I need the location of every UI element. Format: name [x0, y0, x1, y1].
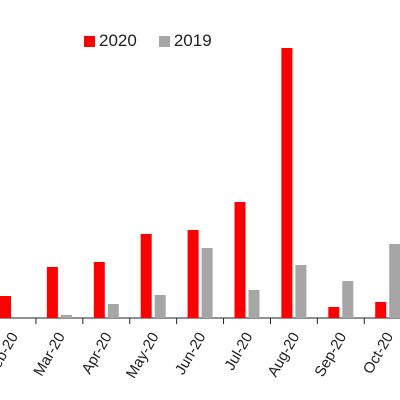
x-tick-label-Jun-20: Jun-20: [172, 330, 210, 378]
bar-2019-Jun-20: [201, 248, 213, 318]
legend-item-2019: 2019: [158, 31, 212, 51]
x-tick-label-Apr-20: Apr-20: [79, 330, 116, 377]
bar-2020-Jul-20: [234, 202, 246, 318]
bar-2019-Oct-20: [389, 244, 400, 318]
bar-2019-Apr-20: [107, 304, 119, 318]
bar-2019-Sep-20: [342, 281, 354, 318]
bar-2020-Mar-20: [46, 267, 58, 318]
bar-2020-May-20: [140, 234, 152, 318]
bar-2019-Aug-20: [295, 265, 307, 318]
bar-2020-Oct-20: [375, 302, 387, 318]
x-tick-label-May-20: May-20: [123, 330, 163, 382]
chart-legend: 2020 2019: [84, 31, 212, 51]
legend-swatch-2020: [84, 35, 95, 47]
legend-swatch-2019: [158, 35, 170, 47]
x-tick-label-Feb-20: Feb-20: [0, 330, 22, 380]
bar-2019-May-20: [154, 295, 166, 318]
bar-2020-Feb-20: [0, 296, 11, 318]
legend-label-2020: 2020: [99, 31, 137, 50]
x-tick-label-Mar-20: Mar-20: [30, 330, 68, 380]
x-tick-label-Sep-20: Sep-20: [311, 330, 350, 380]
x-tick-label-Jul-20: Jul-20: [221, 330, 256, 374]
bar-2019-Mar-20: [60, 315, 72, 318]
x-tick-label-Aug-20: Aug-20: [264, 330, 303, 380]
legend-item-2020: 2020: [84, 31, 137, 51]
legend-label-2019: 2019: [173, 31, 212, 50]
x-tick-label-Oct-20: Oct-20: [360, 330, 397, 377]
bar-2020-Jun-20: [187, 230, 199, 318]
bar-2020-Sep-20: [328, 307, 340, 318]
bar-2019-Jul-20: [248, 290, 260, 318]
bar-2020-Aug-20: [281, 48, 293, 318]
bar-2020-Apr-20: [93, 262, 105, 318]
